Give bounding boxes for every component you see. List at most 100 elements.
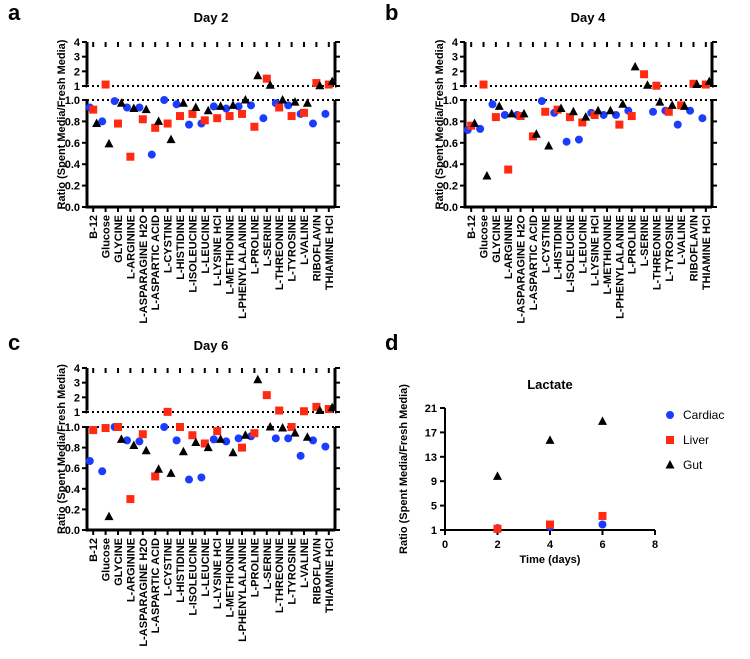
gut-point (104, 138, 114, 148)
gut-point (692, 79, 702, 89)
liver-point (188, 431, 197, 440)
x-tick-label: L-LYSINE HCl (590, 215, 602, 286)
cardiac-point (135, 437, 144, 446)
x-tick-label: L-VALINE (676, 215, 688, 265)
gut-point (642, 80, 652, 89)
cardiac-point (500, 110, 509, 119)
y-tick-label: 9 (431, 476, 437, 488)
x-tick-label: L-SERINE (262, 538, 274, 589)
liver-point (163, 119, 172, 128)
gut-point (191, 102, 201, 111)
gut-point (265, 422, 275, 431)
y-tick-label: 0.0 (443, 202, 458, 214)
liver-point (640, 70, 649, 79)
cardiac-point (271, 434, 280, 443)
y-tick-label: 4 (74, 363, 81, 375)
x-tick-label: L-LEUCINE (200, 538, 212, 597)
x-tick-label: L-ASPARTIC ACID (150, 215, 162, 310)
y-tick-label: 0.8 (65, 443, 80, 455)
x-tick-label: L-THREONINE (274, 215, 286, 290)
liver-point (590, 110, 599, 119)
x-tick-label: 2 (494, 539, 500, 551)
x-tick-label: 8 (652, 539, 658, 551)
liver-point (101, 80, 110, 89)
x-tick-label: 0 (442, 539, 448, 551)
y-tick-label: 1 (452, 81, 458, 93)
y-axis-label: Ratio (Spent Media/Fresh Media) (56, 39, 68, 209)
y-tick-label: 0.8 (443, 116, 458, 128)
cardiac-point (296, 451, 305, 460)
gut-point (191, 437, 201, 446)
gut-point (315, 80, 325, 90)
chart-title: Day 6 (194, 338, 229, 353)
liver-point (176, 112, 184, 121)
liver-point (491, 113, 500, 122)
chart-title: Lactate (527, 377, 573, 392)
gut-point (618, 99, 628, 108)
y-tick-label: 0.4 (65, 484, 81, 496)
x-tick-label: B-12 (88, 215, 100, 239)
gut-point (327, 402, 337, 412)
liver-point (664, 107, 673, 116)
gut-point (545, 435, 555, 444)
cardiac-point (321, 109, 330, 118)
cardiac-point (172, 100, 181, 109)
x-tick-label: L-ASPARAGINE H2O (138, 215, 150, 324)
liver-point (627, 112, 636, 121)
liver-point (615, 120, 624, 129)
x-tick-label: THIAMINE HCl (324, 538, 336, 613)
cardiac-point (309, 436, 317, 445)
y-tick-label: 0.6 (443, 138, 458, 150)
gut-point (704, 76, 714, 86)
legend-label: Gut (683, 458, 703, 472)
gut-point (253, 70, 263, 80)
x-tick-label: L-THREONINE (274, 538, 286, 613)
liver-point (89, 105, 98, 114)
cardiac-point (537, 97, 546, 106)
cardiac-point (673, 120, 682, 129)
liver-point (541, 107, 550, 116)
gut-point (302, 432, 312, 441)
liver-point (275, 406, 284, 415)
cardiac-point (160, 96, 169, 104)
gut-point (290, 428, 300, 437)
liver-point (504, 165, 513, 174)
cardiac-point (574, 135, 583, 144)
axes (85, 42, 337, 209)
x-tick-label: L-CYSTINE (540, 215, 552, 273)
y-tick-label: 0.6 (65, 463, 80, 475)
x-tick-label: THIAMINE HCl (701, 215, 713, 290)
x-tick-label: L-ARGININE (125, 538, 137, 602)
gut-point (166, 134, 176, 144)
gut-point (278, 423, 288, 432)
x-tick-label: L-HISTIDINE (175, 538, 187, 603)
gut-point (116, 434, 126, 443)
x-tick-label: Glucose (101, 538, 113, 581)
gut-point (507, 108, 517, 118)
liver-point (300, 108, 308, 117)
liver-point (565, 113, 574, 122)
x-tick-label: L-ASPARAGINE H2O (138, 538, 150, 647)
y-axis-label: Ratio (Spent Media/Fresh Media) (398, 384, 410, 554)
y-tick-label: 0.4 (65, 159, 81, 171)
gut-point (665, 460, 675, 469)
gut-point (203, 105, 213, 115)
liver-point (213, 114, 222, 123)
liver-point (138, 115, 147, 124)
liver-point (89, 426, 98, 435)
x-tick-label: B-12 (88, 538, 100, 562)
cardiac-point (197, 473, 206, 482)
cardiac-point (234, 434, 243, 443)
y-tick-label: 1.0 (65, 95, 80, 107)
gut-point (228, 447, 238, 457)
y-tick-label: 1.0 (65, 422, 80, 434)
cardiac-point (222, 104, 231, 113)
gut-point (92, 118, 102, 128)
gut-point (278, 95, 288, 104)
gut-point (494, 101, 504, 110)
gut-point (154, 464, 164, 473)
y-tick-label: 0.0 (65, 525, 80, 537)
cardiac-point (666, 411, 674, 419)
x-tick-label: L-ARGININE (503, 215, 515, 279)
panel-letter: d (385, 330, 398, 355)
